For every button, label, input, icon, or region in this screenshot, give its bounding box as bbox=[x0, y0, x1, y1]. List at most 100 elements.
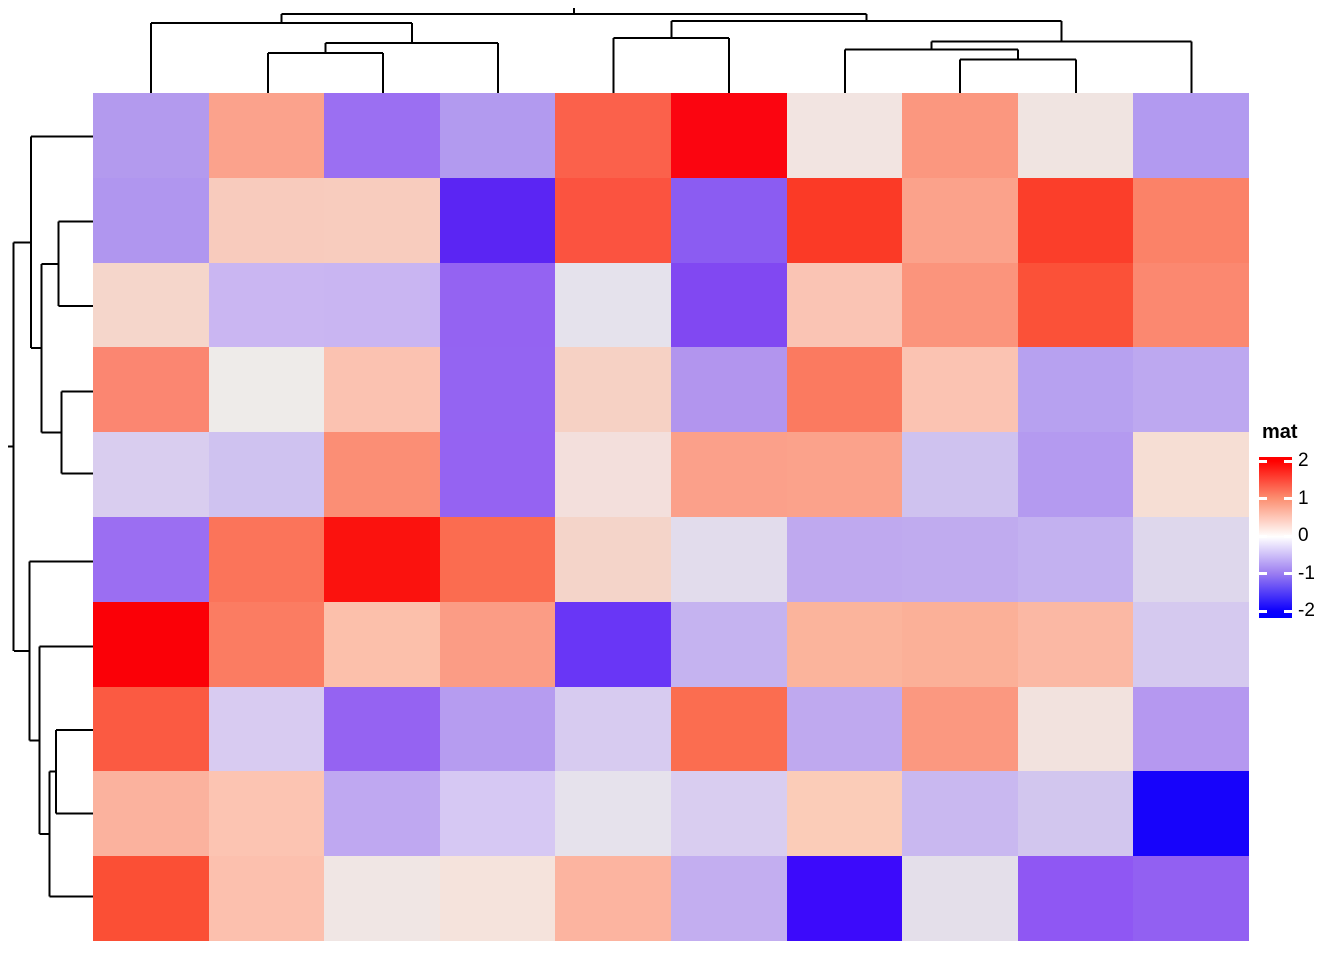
heatmap-cell-r8c8 bbox=[902, 686, 1018, 772]
heatmap-cell-r5c3 bbox=[324, 432, 440, 517]
heatmap-cell-r7c7 bbox=[786, 601, 903, 687]
heatmap-cell-r7c1 bbox=[93, 601, 209, 687]
heatmap-cell-r10c5 bbox=[555, 856, 671, 941]
heatmap-cell-r8c9 bbox=[1017, 686, 1134, 772]
heatmap-cell-r10c6 bbox=[670, 856, 787, 941]
heatmap-cell-r8c1 bbox=[93, 686, 209, 772]
heatmap-cell-r5c10 bbox=[1133, 432, 1249, 517]
heatmap-cell-r7c4 bbox=[439, 601, 556, 687]
heatmap-cell-r6c6 bbox=[670, 517, 787, 602]
heatmap-cell-r3c1 bbox=[93, 262, 209, 348]
heatmap-cell-r9c1 bbox=[93, 771, 209, 857]
heatmap-cell-r2c1 bbox=[93, 177, 209, 263]
heatmap-cell-r3c8 bbox=[902, 262, 1018, 348]
heatmap-cell-r2c5 bbox=[555, 177, 671, 263]
heatmap-cell-r8c10 bbox=[1133, 686, 1249, 772]
heatmap-cell-r9c3 bbox=[324, 771, 440, 857]
heatmap-cell-r9c10 bbox=[1133, 771, 1249, 857]
heatmap-cell-r4c7 bbox=[786, 347, 903, 433]
heatmap-cell-r3c10 bbox=[1133, 262, 1249, 348]
heatmap-cell-r3c2 bbox=[208, 262, 325, 348]
heatmap-cell-r5c2 bbox=[208, 432, 325, 517]
heatmap-cell-r3c7 bbox=[786, 262, 903, 348]
heatmap-cell-r7c9 bbox=[1017, 601, 1134, 687]
heatmap-cell-r2c4 bbox=[439, 177, 556, 263]
heatmap-cell-r10c10 bbox=[1133, 856, 1249, 941]
heatmap-cell-r4c10 bbox=[1133, 347, 1249, 433]
heatmap-cell-r2c9 bbox=[1017, 177, 1134, 263]
heatmap-cell-r6c1 bbox=[93, 517, 209, 602]
heatmap-cell-r5c6 bbox=[670, 432, 787, 517]
heatmap-cell-r8c3 bbox=[324, 686, 440, 772]
heatmap-cell-r7c3 bbox=[324, 601, 440, 687]
heatmap-cell-r1c8 bbox=[902, 93, 1018, 178]
heatmap-cell-r5c8 bbox=[902, 432, 1018, 517]
legend-tick-label-1: 1 bbox=[1298, 487, 1309, 509]
heatmap-cell-r6c5 bbox=[555, 517, 671, 602]
heatmap-cell-r10c1 bbox=[93, 856, 209, 941]
heatmap-cell-r4c8 bbox=[902, 347, 1018, 433]
heatmap-cell-r5c5 bbox=[555, 432, 671, 517]
heatmap-cell-r6c10 bbox=[1133, 517, 1249, 602]
legend-colorbar bbox=[1259, 457, 1292, 618]
heatmap-cell-r3c4 bbox=[439, 262, 556, 348]
heatmap-cell-r4c6 bbox=[670, 347, 787, 433]
legend-tick-mark bbox=[1284, 609, 1292, 613]
heatmap-cell-r5c9 bbox=[1017, 432, 1134, 517]
row-dendrogram bbox=[8, 135, 93, 898]
heatmap-cell-r1c9 bbox=[1017, 93, 1134, 178]
heatmap-cell-r4c9 bbox=[1017, 347, 1134, 433]
legend: mat 2 1 0 -1 -2 bbox=[1259, 421, 1344, 636]
heatmap-cell-r7c6 bbox=[670, 601, 787, 687]
legend-tick-mark bbox=[1259, 609, 1267, 613]
heatmap-cell-r10c2 bbox=[208, 856, 325, 941]
heatmap-cell-r9c9 bbox=[1017, 771, 1134, 857]
heatmap-cell-r6c4 bbox=[439, 517, 556, 602]
legend-tick-label-0: 0 bbox=[1298, 525, 1309, 546]
heatmap-cell-r2c2 bbox=[208, 177, 325, 263]
heatmap-cell-r5c7 bbox=[786, 432, 903, 517]
heatmap-cell-r3c6 bbox=[670, 262, 787, 348]
legend-title: mat bbox=[1262, 421, 1298, 443]
heatmap-cell-r2c6 bbox=[670, 177, 787, 263]
legend-tick-mark bbox=[1259, 497, 1267, 500]
heatmap-cell-r2c10 bbox=[1133, 177, 1249, 263]
heatmap-cell-r2c3 bbox=[324, 177, 440, 263]
legend-tick-mark bbox=[1259, 534, 1267, 538]
heatmap-cell-r9c7 bbox=[786, 771, 903, 857]
heatmap-cell-r8c5 bbox=[555, 686, 671, 772]
heatmap-cell-r1c2 bbox=[208, 93, 325, 178]
heatmap-cell-r10c8 bbox=[902, 856, 1018, 941]
column-dendrogram bbox=[150, 8, 1193, 93]
heatmap-cell-r10c9 bbox=[1017, 856, 1134, 941]
heatmap-cell-r1c3 bbox=[324, 93, 440, 178]
heatmap-cell-r6c3 bbox=[324, 517, 440, 602]
legend-tick-mark bbox=[1284, 497, 1292, 500]
heatmap-cell-r9c2 bbox=[208, 771, 325, 857]
heatmap-cell-r4c4 bbox=[439, 347, 556, 433]
heatmap-cell-r9c6 bbox=[670, 771, 787, 857]
heatmap-cell-r4c2 bbox=[208, 347, 325, 433]
heatmap-cell-r8c6 bbox=[670, 686, 787, 772]
heatmap-cell-r3c3 bbox=[324, 262, 440, 348]
heatmap-cell-r7c10 bbox=[1133, 601, 1249, 687]
heatmap-cell-r3c5 bbox=[555, 262, 671, 348]
heatmap-cell-r10c7 bbox=[786, 856, 903, 941]
heatmap-cell-r8c2 bbox=[208, 686, 325, 772]
legend-tick-mark bbox=[1259, 459, 1267, 463]
heatmap-cell-r6c2 bbox=[208, 517, 325, 602]
heatmap-cell-r3c9 bbox=[1017, 262, 1134, 348]
heatmap-cell-r4c5 bbox=[555, 347, 671, 433]
heatmap-cell-r10c4 bbox=[439, 856, 556, 941]
heatmap-cell-r9c5 bbox=[555, 771, 671, 857]
legend-tick-label--2: -2 bbox=[1298, 600, 1315, 621]
legend-tick-mark bbox=[1284, 534, 1292, 538]
heatmap-cell-r4c3 bbox=[324, 347, 440, 433]
heatmap-cell-r1c4 bbox=[439, 93, 556, 178]
heatmap-cell-r5c1 bbox=[93, 432, 209, 517]
heatmap-cell-r7c2 bbox=[208, 601, 325, 687]
heatmap-cell-r7c8 bbox=[902, 601, 1018, 687]
heatmap-cell-r1c6 bbox=[670, 93, 787, 178]
heatmap-cell-r8c7 bbox=[786, 686, 903, 772]
